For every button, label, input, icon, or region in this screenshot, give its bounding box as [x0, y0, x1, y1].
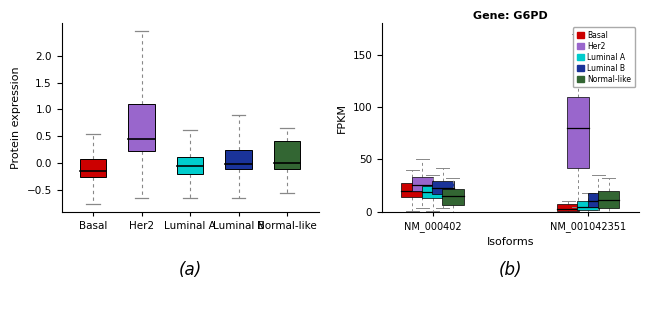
Bar [577, 201, 599, 210]
Bar [588, 193, 609, 206]
Y-axis label: FPKM: FPKM [337, 102, 347, 133]
Text: (b): (b) [499, 261, 522, 279]
Bar [80, 159, 107, 177]
Bar [422, 185, 443, 198]
Bar [402, 184, 423, 197]
X-axis label: Isoforms: Isoforms [487, 237, 534, 247]
Title: Gene: G6PD: Gene: G6PD [473, 11, 548, 21]
Y-axis label: Protein expression: Protein expression [11, 66, 21, 169]
Text: (a): (a) [179, 261, 202, 279]
Legend: Basal, Her2, Luminal A, Luminal B, Normal-like: Basal, Her2, Luminal A, Luminal B, Norma… [573, 27, 635, 87]
Bar [411, 177, 434, 191]
Bar [177, 157, 203, 174]
Bar [432, 181, 454, 194]
Bar [597, 191, 619, 208]
Bar [557, 204, 579, 211]
Bar [128, 104, 155, 152]
Bar [225, 150, 252, 169]
Bar [567, 97, 589, 168]
Bar [442, 189, 463, 205]
Bar [274, 141, 300, 169]
